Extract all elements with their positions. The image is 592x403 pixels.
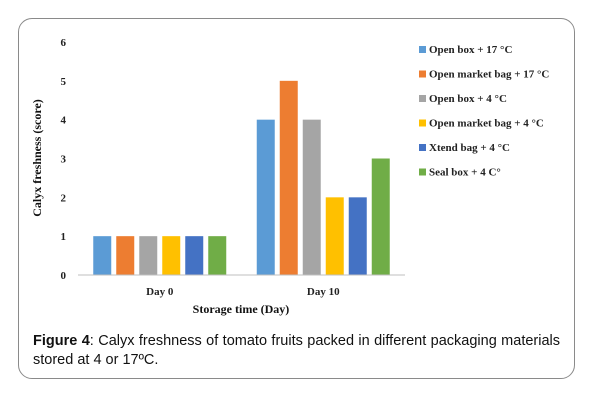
chart: 0 1 2 3 4 5 6 Day 0 Day 10 Storage time (Day) C… <box>30 37 549 316</box>
bars <box>93 80 390 276</box>
y-axis-title: Calyx freshness (score) <box>30 99 44 217</box>
y-tick-label: 3 <box>61 154 67 166</box>
y-axis-ticks: 0 1 2 3 4 5 6 <box>61 37 67 282</box>
legend-label: Seal box + 4 C° <box>429 167 501 179</box>
legend-swatch <box>419 46 426 53</box>
legend-label: Open box + 4 °C <box>429 93 507 105</box>
caption-text: : Calyx freshness of tomato fruits packe… <box>33 333 560 368</box>
bar <box>139 236 158 275</box>
legend-swatch <box>419 70 426 78</box>
legend-swatch <box>419 168 426 176</box>
bar <box>279 80 298 275</box>
legend-label: Open market bag + 17 °C <box>429 69 549 81</box>
legend-label: Open box + 17 °C <box>429 44 512 56</box>
y-tick-label: 4 <box>61 115 67 127</box>
x-axis-title: Storage time (Day) <box>193 302 290 316</box>
bar <box>93 236 112 275</box>
bar <box>325 197 344 275</box>
legend-label: Xtend bag + 4 °C <box>429 142 510 154</box>
bar <box>348 197 367 275</box>
legend-swatch <box>419 95 426 102</box>
bar <box>185 236 204 275</box>
legend-swatch <box>419 144 426 151</box>
figure-caption: Figure 4: Calyx freshness of tomato frui… <box>33 332 560 370</box>
x-tick-label: Day 10 <box>307 286 340 298</box>
bar <box>256 119 275 276</box>
caption-label: Figure 4 <box>33 333 90 349</box>
bar <box>302 119 321 276</box>
x-tick-label: Day 0 <box>146 286 174 298</box>
y-tick-label: 1 <box>61 231 67 243</box>
legend: Open box + 17 °C Open market bag + 17 °C O… <box>419 44 549 179</box>
legend-swatch <box>419 119 426 127</box>
y-tick-label: 6 <box>61 37 67 49</box>
bar <box>116 236 135 275</box>
bar <box>371 158 390 275</box>
x-axis-ticks: Day 0 Day 10 <box>146 286 340 298</box>
y-tick-label: 5 <box>61 76 67 88</box>
y-tick-label: 2 <box>61 192 67 204</box>
bar <box>162 236 181 275</box>
bar <box>208 236 227 275</box>
y-tick-label: 0 <box>61 270 67 282</box>
legend-label: Open market bag + 4 °C <box>429 118 544 130</box>
